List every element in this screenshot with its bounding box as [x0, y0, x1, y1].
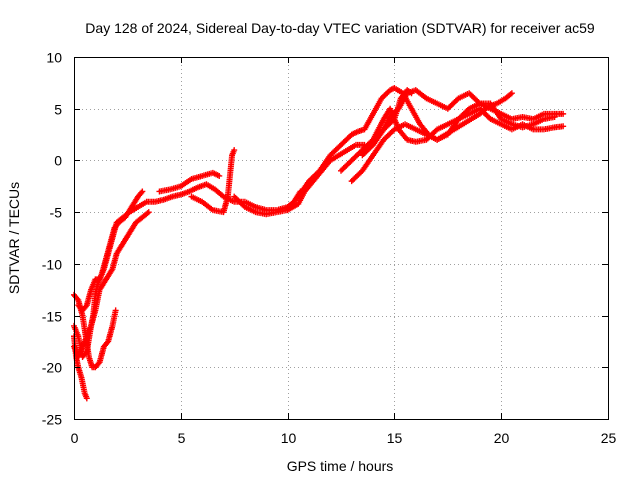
series-track-8	[231, 141, 368, 218]
x-tick-label: 15	[387, 430, 403, 446]
data-point	[138, 189, 145, 196]
y-tick-label: -10	[42, 257, 62, 273]
data-point	[507, 91, 514, 98]
data-point	[231, 147, 238, 154]
series-track-7	[188, 147, 238, 216]
series-track-11	[348, 105, 567, 185]
data-point	[139, 188, 146, 195]
y-tick-label: 0	[54, 153, 62, 169]
x-tick-label: 25	[601, 430, 617, 446]
x-axis-label: GPS time / hours	[287, 458, 394, 474]
data-point	[112, 307, 119, 314]
data-point	[216, 172, 223, 179]
x-tick-label: 0	[71, 430, 79, 446]
data-point	[560, 123, 567, 130]
data-point	[508, 90, 515, 97]
data-point	[104, 339, 111, 346]
data-point	[83, 395, 90, 402]
plot-frame	[74, 57, 609, 420]
series-track-13	[370, 100, 558, 145]
y-tick-label: -5	[50, 205, 63, 221]
data-points	[71, 85, 567, 402]
data-point	[145, 209, 152, 216]
y-tick-label: -25	[42, 412, 62, 428]
series-track-12	[359, 87, 415, 159]
series-track-5	[75, 181, 304, 314]
y-tick-label: 5	[54, 102, 62, 118]
axis-ticks: 0 5 10 15 20 25 -25 -20 -15 -10 -5 0 5 10	[42, 50, 617, 447]
series-track-4	[71, 209, 152, 360]
data-point	[408, 90, 415, 97]
x-tick-label: 20	[494, 430, 510, 446]
data-point	[551, 113, 558, 120]
data-point	[74, 295, 81, 302]
y-tick-label: -20	[42, 360, 62, 376]
chart-title: Day 128 of 2024, Sidereal Day-to-day VTE…	[85, 20, 595, 36]
data-point	[560, 110, 567, 117]
series-track-6	[156, 169, 223, 195]
y-tick-label: 10	[46, 50, 62, 66]
y-axis-label: SDTVAR / TECUs	[6, 182, 22, 294]
y-tick-label: -15	[42, 309, 62, 325]
data-point	[144, 210, 151, 217]
data-point	[82, 303, 89, 310]
x-tick-label: 10	[281, 430, 297, 446]
data-point	[82, 350, 89, 357]
x-tick-label: 5	[178, 430, 186, 446]
data-point	[95, 360, 102, 367]
